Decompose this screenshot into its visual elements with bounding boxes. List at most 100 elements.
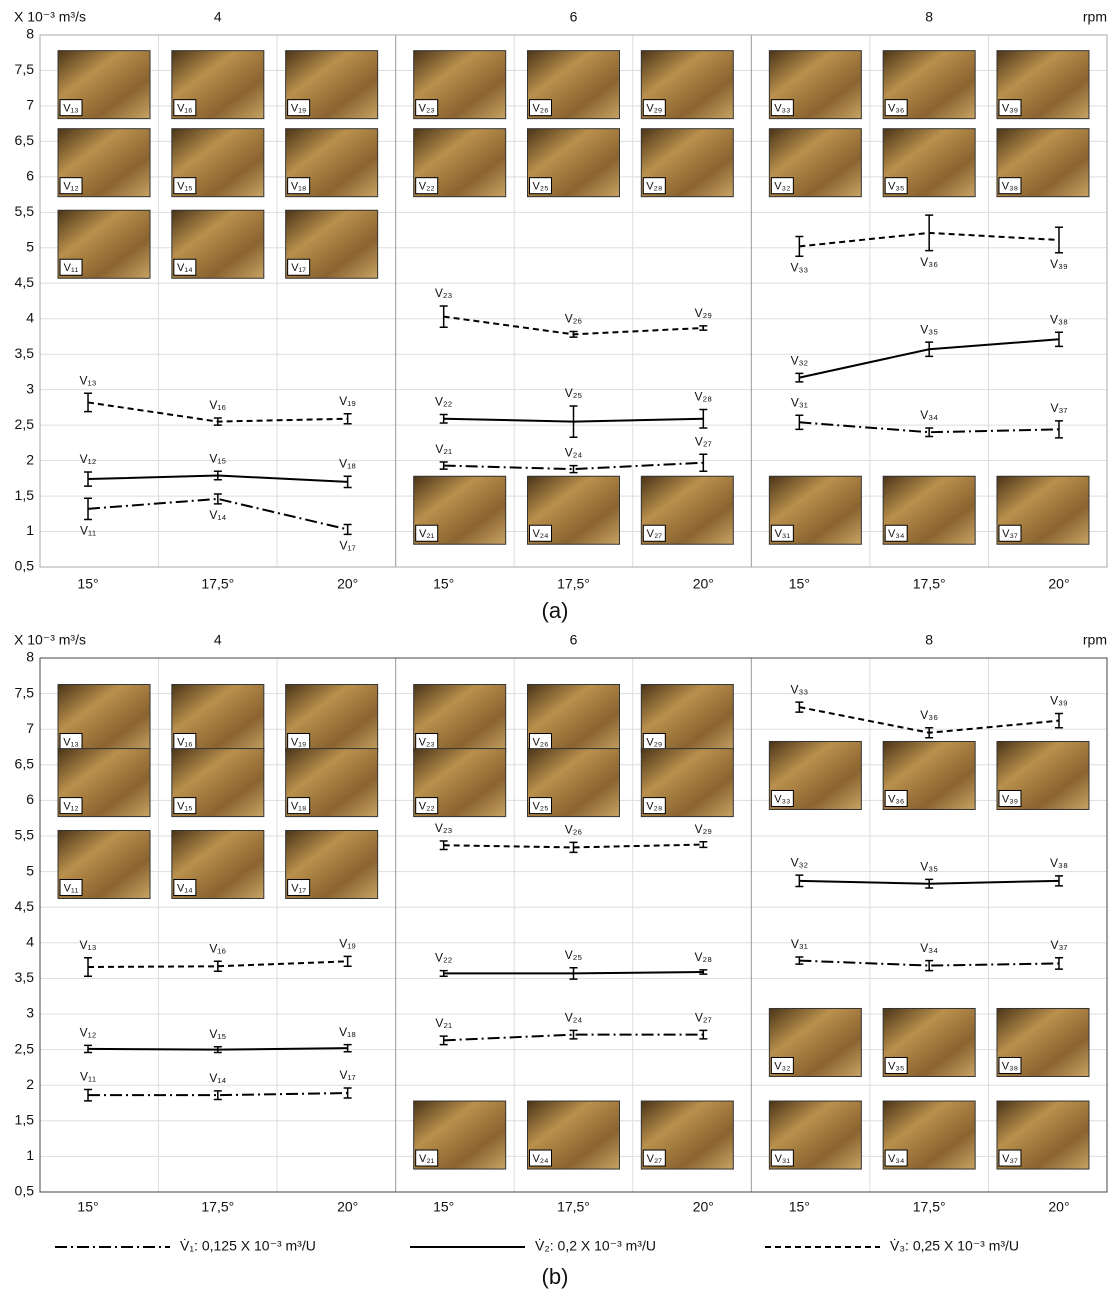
error-bar [213,493,222,505]
point-label: V₁₁ [80,524,96,538]
error-bar [1054,331,1063,348]
photo-label: V₃₉ [1002,103,1018,115]
photo-label: V₂₅ [532,801,548,813]
group-label: 6 [570,632,578,648]
photo-label: V₁₂ [63,181,78,193]
y-tick-label: 6,5 [15,756,35,772]
photo-label: V₁₇ [291,882,306,894]
point-label: V₃₉ [1050,257,1068,271]
photo: V₂₃ [413,684,507,754]
photo-label: V₃₂ [774,181,790,193]
photo-label: V₂₉ [646,103,662,115]
photo-tag [884,99,908,117]
photo-tag [173,797,197,815]
photo-tag [529,99,552,117]
photo-tag [642,1149,666,1167]
y-tick-label: 4 [26,934,34,950]
point-label: V₁₈ [339,1025,356,1039]
photo-tag [59,99,83,117]
photo-tag [415,797,439,815]
point-label: V₂₄ [565,1011,583,1025]
photo-label: V₂₇ [647,528,663,540]
error-bar [699,325,708,331]
point-label: V₃₆ [920,708,938,722]
photo-tag [415,177,439,195]
point-label: V₁₄ [209,508,226,522]
point-label: V₂₃ [435,286,453,300]
point-label: V₂₅ [565,386,583,400]
y-tick-label: 2,5 [15,1040,35,1056]
point-label: V₁₁ [80,1070,96,1084]
photo: V₁₁ [57,209,151,279]
photo: V₂₈ [640,748,734,818]
y-tick-label: 2 [26,1076,34,1092]
photo-label: V₃₈ [1002,181,1018,193]
photo: V₁₈ [285,748,379,818]
photo: V₃₃ [768,740,862,810]
photo-tag [884,177,908,195]
legend-label: V̇₁: 0,125 X 10⁻³ m³/U [180,1238,316,1254]
error-bar [213,470,222,481]
error-bar [795,956,804,965]
photo-tag [770,524,794,542]
photo-label: V₁₆ [177,736,193,748]
photo-label: V₁₈ [291,801,307,813]
point-label: V₁₆ [209,398,226,412]
photo-label: V₃₁ [775,528,791,540]
photo-tag [173,177,197,195]
photo: V₃₃ [768,50,862,120]
photo-label: V₃₈ [1002,1060,1018,1072]
photo: V₂₂ [413,128,507,198]
y-tick-label: 0,5 [15,558,35,574]
photo-label: V₁₂ [63,801,78,813]
photo-tag [884,789,908,807]
y-tick-label: 7,5 [15,61,35,77]
y-tick-label: 2,5 [15,416,35,432]
photo-tag [770,177,794,195]
x-tick-label: 20° [1048,576,1069,592]
x-tick-label: 17,5° [557,1199,590,1215]
point-label: V₃₄ [920,941,938,955]
point-label: V₁₆ [209,941,226,955]
photo-tag [998,1149,1022,1167]
group-label: 8 [925,632,933,648]
photo-label: V₂₈ [646,801,662,813]
y-tick-label: 5 [26,862,34,878]
y-tick-label: 1 [26,522,34,538]
photo-label: V₂₇ [647,1153,663,1165]
photo: V₂₂ [413,748,507,818]
y-tick-label: 4,5 [15,898,35,914]
y-tick-label: 3 [26,380,34,396]
x-tick-label: 17,5° [201,576,234,592]
point-label: V₁₃ [80,373,97,387]
photo: V₂₇ [640,475,734,545]
photo-tag [998,1056,1022,1074]
y-tick-label: 7,5 [15,684,35,700]
photo-tag [770,1056,794,1074]
photo: V₁₈ [285,128,379,198]
photo-label: V₃₄ [888,1153,905,1165]
photo: V₂₉ [640,684,734,754]
group-label: 6 [570,9,578,25]
error-bar [343,1087,352,1099]
y-tick-label: 5 [26,239,34,255]
photo: V₁₄ [171,829,265,899]
photo-label: V₁₉ [291,736,306,748]
photo-label: V₃₃ [774,793,790,805]
error-bar [84,471,93,487]
photo-label: V₃₅ [888,1060,904,1072]
error-bar [925,959,934,972]
series-line [443,843,704,849]
x-tick-label: 17,5° [913,1199,946,1215]
photo: V₂₅ [527,128,620,198]
point-label: V₂₇ [695,1011,712,1025]
photo: V₃₂ [768,128,862,198]
photo-image [768,1007,862,1077]
point-label: V₂₄ [565,446,583,460]
y-tick-label: 6 [26,168,34,184]
photo-label: V₁₁ [64,882,79,894]
point-label: V₁₈ [339,456,356,470]
point-label: V₂₁ [435,442,452,456]
point-label: V₁₂ [80,1025,97,1039]
x-tick-label: 17,5° [557,576,590,592]
